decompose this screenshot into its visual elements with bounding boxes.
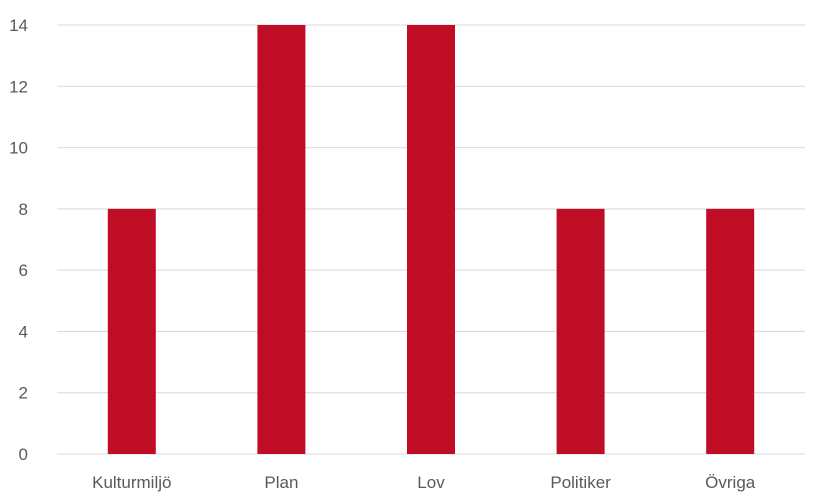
x-category-label: Övriga [705,473,756,492]
y-tick-label: 0 [19,445,28,464]
x-category-label: Kulturmiljö [92,473,171,492]
y-tick-label: 12 [9,77,28,96]
x-category-label: Plan [264,473,298,492]
y-tick-label: 10 [9,139,28,158]
bar [107,208,156,454]
bar [706,208,755,454]
y-tick-label: 14 [9,16,28,35]
bar [407,25,455,454]
bars [107,25,755,454]
x-axis-category-labels: Kulturmiljö Plan Lov Politiker Övriga [92,473,756,492]
bar [257,25,306,454]
y-tick-label: 6 [19,261,28,280]
x-category-label: Politiker [550,473,611,492]
y-tick-label: 2 [19,384,28,403]
y-tick-label: 8 [19,200,28,219]
y-axis-tick-labels: 0 2 4 6 8 10 12 14 [9,16,28,464]
bar [556,208,605,454]
y-tick-label: 4 [19,322,28,341]
x-category-label: Lov [417,473,445,492]
